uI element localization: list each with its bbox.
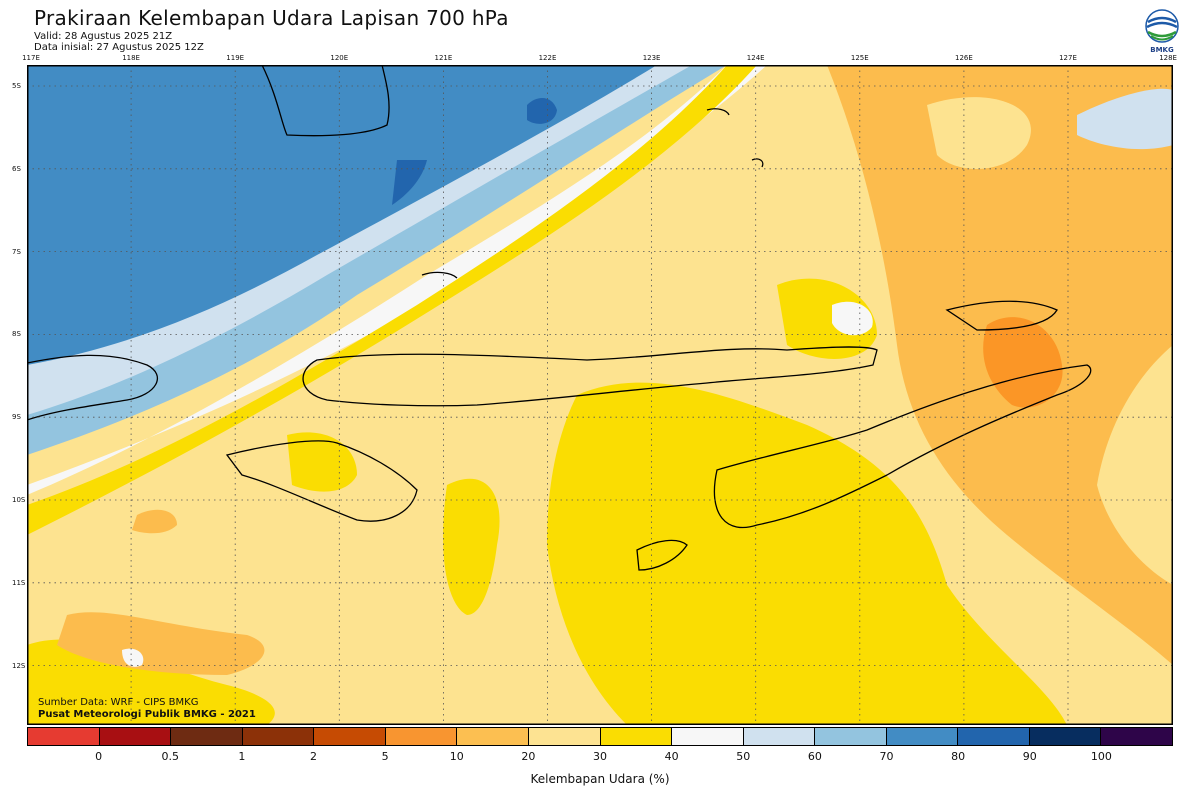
coastline-sulawesi	[261, 65, 390, 137]
colorbar-tick-label: 70	[879, 750, 894, 763]
bmkg-logo-icon	[1145, 9, 1179, 43]
colorbar-tick-label: 60	[807, 750, 822, 763]
colorbar-tick-label: 20	[521, 750, 536, 763]
colorbar-tick-label: 1	[238, 750, 246, 763]
coastline-rote-sabu	[636, 539, 688, 571]
colorbar	[27, 727, 1173, 746]
valid-time: Valid: 28 Agustus 2025 21Z	[34, 31, 173, 42]
colorbar-tick-label: 0	[95, 750, 103, 763]
humidity-zone-20-30-east	[927, 97, 1031, 169]
humidity-zone-20-30-southeast	[1097, 345, 1173, 585]
credit-org: Pusat Meteorologi Publik BMKG - 2021	[38, 709, 256, 720]
colorbar-swatch	[99, 728, 172, 745]
humidity-zone-10-20-west	[132, 509, 177, 534]
colorbar-tick-label: 80	[951, 750, 966, 763]
coastline-sumbawa-lombok	[27, 354, 159, 421]
graticule	[27, 65, 1173, 725]
colorbar-swatch	[171, 728, 243, 745]
colorbar-swatch	[1101, 728, 1172, 745]
longitude-label: 127E	[1059, 54, 1077, 62]
humidity-zone-30-40-southwest	[27, 639, 275, 725]
map-title: Prakiraan Kelembapan Udara Lapisan 700 h…	[34, 6, 509, 30]
coastlines	[27, 65, 1092, 571]
colorbar-tick-label: 50	[736, 750, 751, 763]
longitude-label: 117E	[22, 54, 40, 62]
colorbar-swatch	[672, 728, 744, 745]
colorbar-label: Kelembapan Udara (%)	[530, 772, 670, 786]
longitude-label: 125E	[850, 54, 869, 62]
latitude-label: 10S	[12, 496, 26, 504]
longitude-label: 120E	[330, 54, 349, 62]
colorbar-tick-label: 10	[449, 750, 464, 763]
longitude-label: 119E	[226, 54, 245, 62]
logo-text: BMKG	[1150, 46, 1174, 54]
longitude-label: 126E	[954, 54, 973, 62]
colorbar-tick-label: 100	[1090, 750, 1112, 763]
latitude-label: 8S	[12, 330, 21, 339]
colorbar-swatch	[457, 728, 529, 745]
humidity-zone-30-40-band	[27, 65, 757, 535]
map-frame	[27, 65, 1173, 725]
colorbar-swatch	[600, 728, 673, 745]
humidity-zone-40-50-southwest	[122, 648, 144, 667]
humidity-zone-40-50-east	[832, 301, 873, 336]
colorbar-tick-label: 90	[1022, 750, 1037, 763]
latitude-label: 11S	[12, 578, 26, 587]
colorbar-swatch	[28, 728, 100, 745]
coastline-small-islands	[421, 108, 764, 279]
humidity-zone-5-10	[983, 317, 1063, 408]
colorbar-tick-label: 5	[381, 750, 389, 763]
colorbar-swatch	[385, 728, 458, 745]
colorbar-swatch	[314, 728, 386, 745]
longitude-label: 128E	[1159, 54, 1177, 62]
humidity-zone-30-40-south	[547, 382, 1067, 725]
humidity-zone-30-40-west	[443, 478, 500, 615]
longitude-label: 121E	[434, 54, 453, 62]
coastline-sumba	[225, 440, 418, 522]
coastline-wetar	[945, 300, 1058, 331]
humidity-map	[27, 65, 1173, 725]
longitude-label: 123E	[642, 54, 661, 62]
colorbar-swatch	[242, 728, 315, 745]
coastline-flores	[302, 346, 878, 407]
colorbar-swatch	[528, 728, 601, 745]
colorbar-swatch	[815, 728, 887, 745]
map-panel	[27, 65, 1173, 725]
longitude-label: 124E	[746, 54, 765, 62]
humidity-zone-30-40-islands	[287, 432, 357, 492]
colorbar-swatch	[1029, 728, 1102, 745]
humidity-zone-30-40-east	[777, 278, 877, 359]
longitude-label: 118E	[122, 54, 140, 62]
latitude-label: 12S	[12, 661, 26, 670]
colorbar-swatch	[958, 728, 1030, 745]
colorbar-tick-label: 40	[664, 750, 679, 763]
coastline-timor	[713, 364, 1092, 529]
humidity-zone-10-20-southwest	[57, 612, 265, 675]
init-time: Data inisial: 27 Agustus 2025 12Z	[34, 42, 204, 53]
colorbar-tick-label: 30	[593, 750, 607, 763]
data-source: Sumber Data: WRF - CIPS BMKG	[38, 697, 199, 708]
colorbar-tick-label: 0.5	[161, 750, 180, 763]
colorbar-tick-label: 2	[310, 750, 317, 763]
humidity-zone-80-90-central	[392, 160, 427, 205]
latitude-label: 9S	[12, 413, 21, 422]
humidity-zone-50-60-northeast	[1077, 88, 1173, 150]
longitude-label: 122E	[538, 54, 557, 62]
humidity-zone-70-80	[27, 65, 657, 365]
latitude-label: 6S	[12, 164, 21, 173]
humidity-zone-80-90-north	[527, 98, 557, 124]
latitude-label: 5S	[12, 82, 21, 90]
bmkg-logo: BMKG	[1142, 8, 1182, 60]
colorbar-swatch	[743, 728, 816, 745]
latitude-label: 7S	[12, 247, 21, 256]
colorbar-swatch	[886, 728, 959, 745]
